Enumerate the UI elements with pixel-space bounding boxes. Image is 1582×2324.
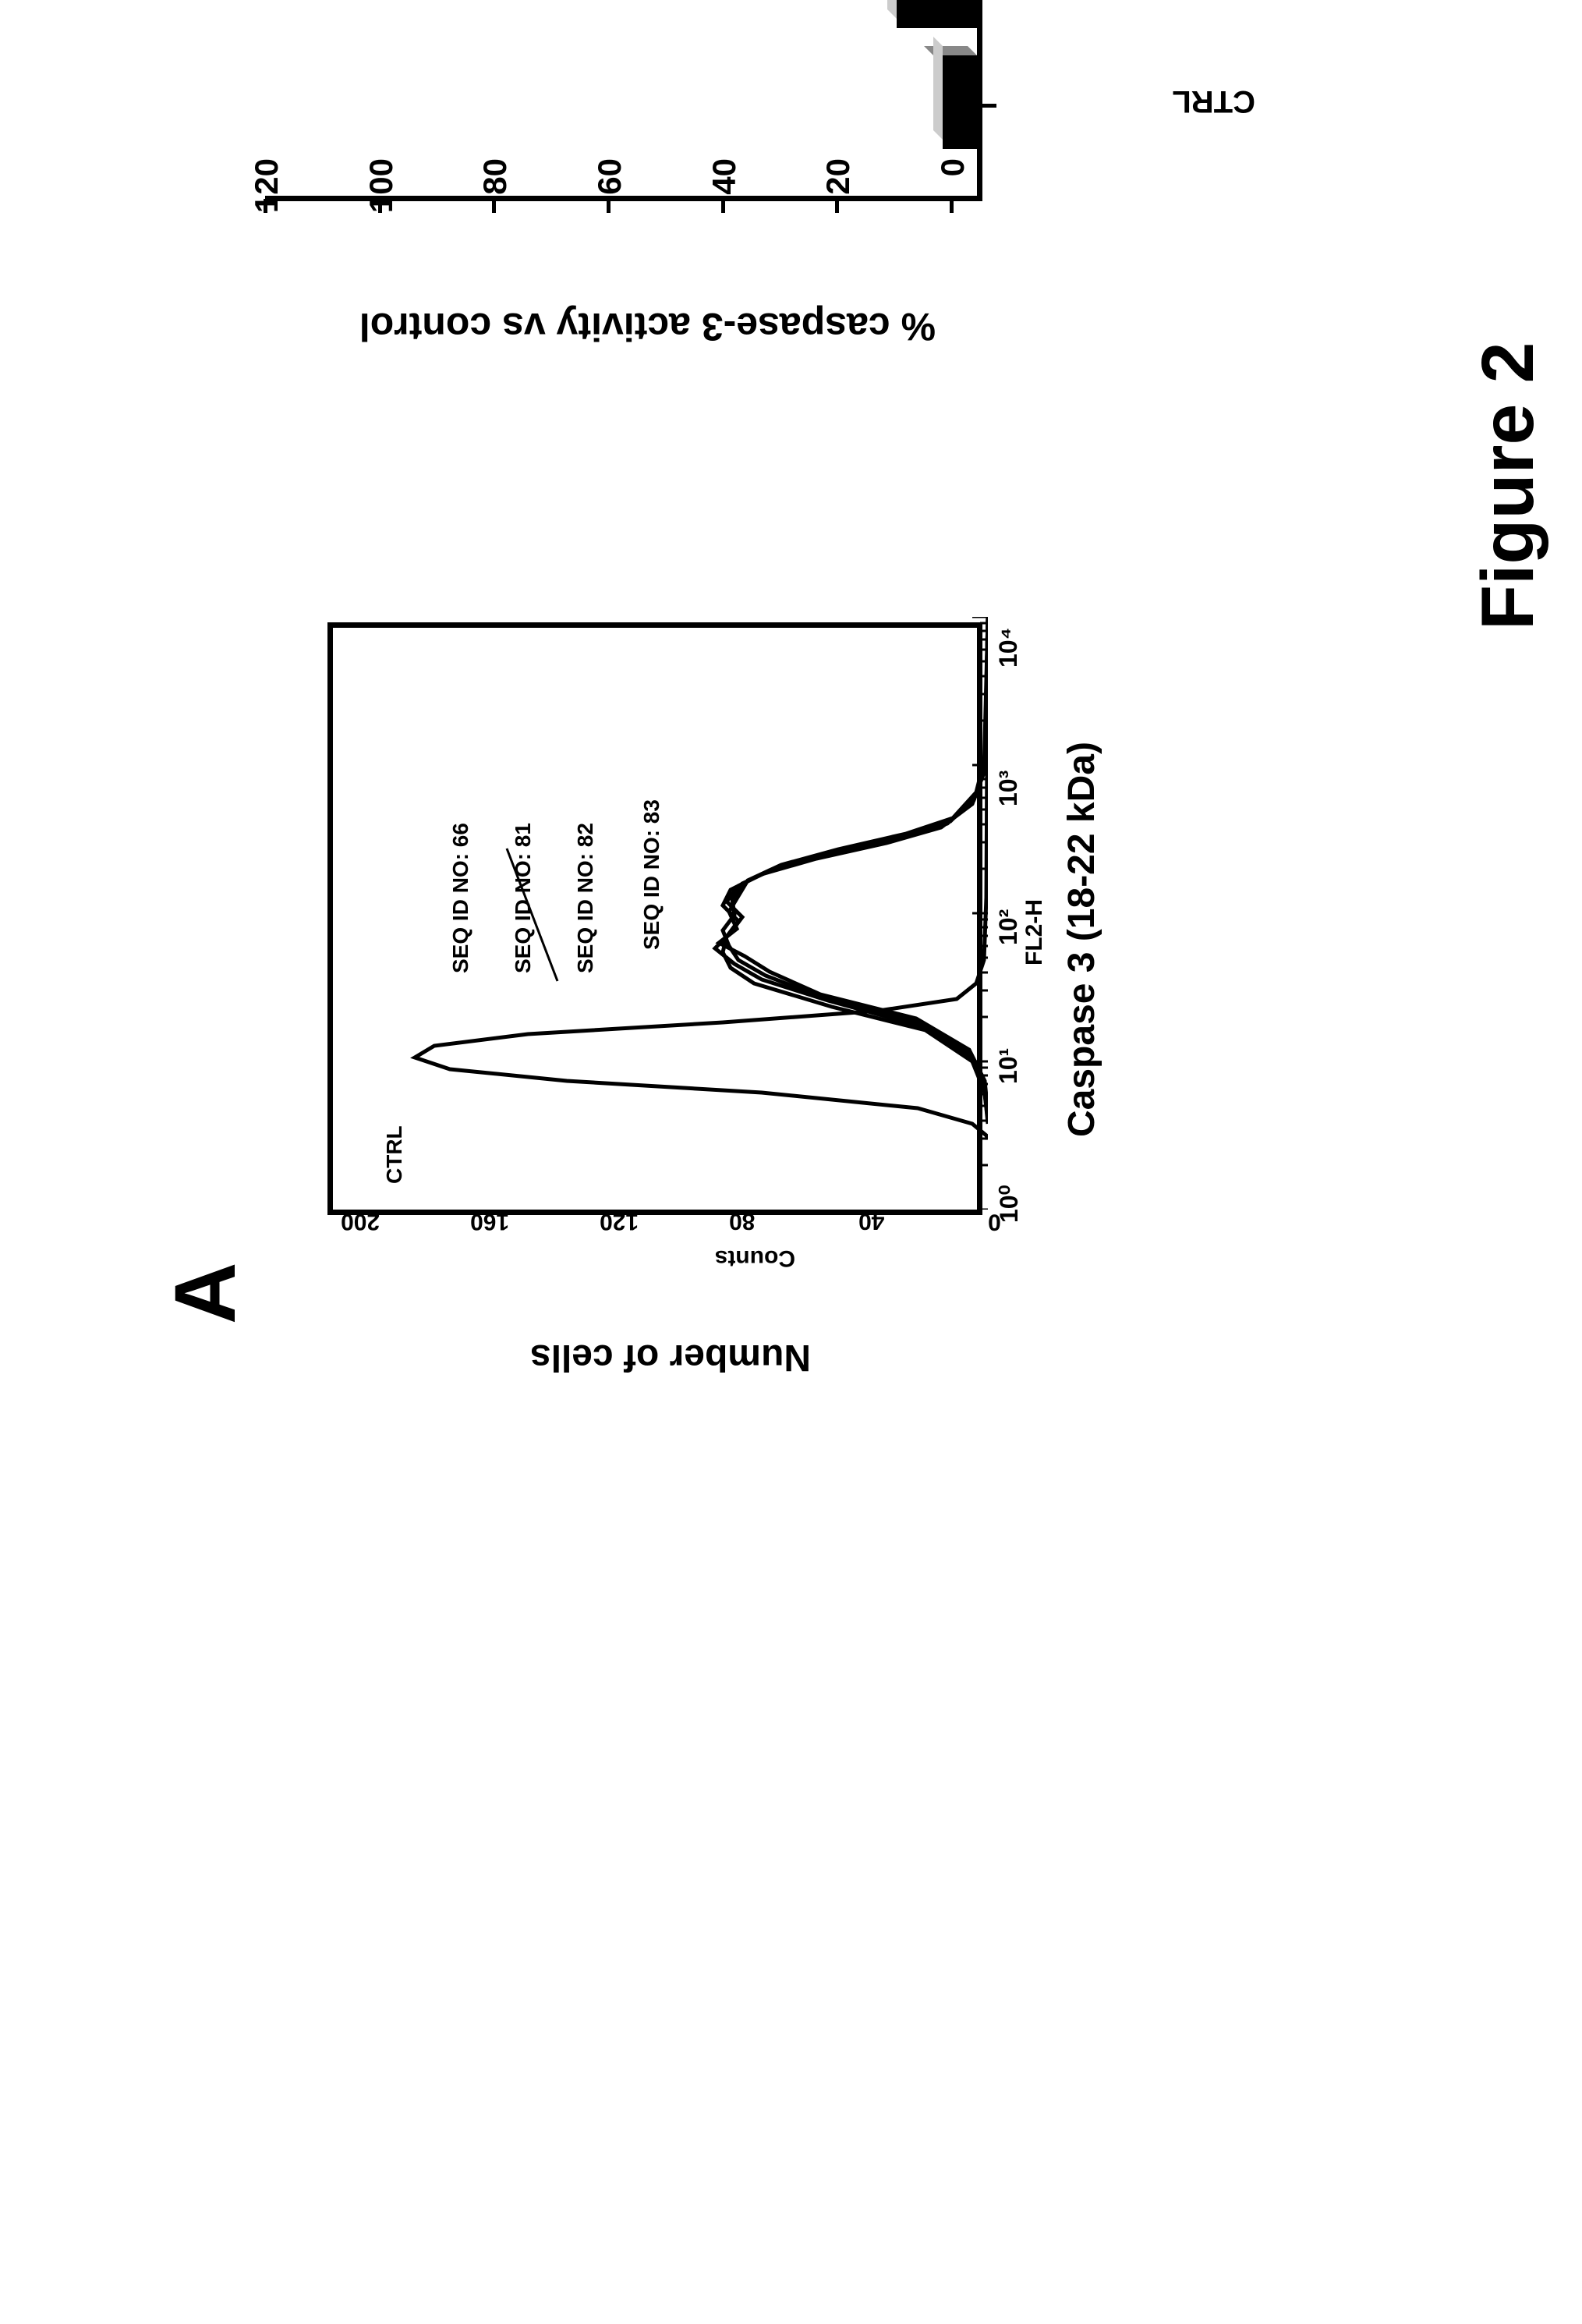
panel-a-y-axis-label: Number of cells — [530, 1336, 811, 1379]
panel-a-xtick: 10⁴ — [994, 628, 1023, 668]
page-wrapper: A B Figure 2 Number of cells Counts 0 40… — [0, 0, 1582, 1582]
panel-a-xtick: 10³ — [994, 771, 1023, 806]
panel-b-xtick-mark — [982, 104, 996, 108]
panel-b-y-axis-label: % caspase-3 activity vs control — [359, 304, 936, 349]
bar-chart-plot-area — [265, 0, 982, 201]
bar-seq-id-no-67 — [897, 0, 977, 28]
figure-caption: Figure 2 — [1466, 342, 1551, 630]
panel-a-xtick: 10¹ — [994, 1048, 1023, 1084]
panel-a-xtick: 10² — [994, 909, 1023, 945]
panel-b-barchart: % caspase-3 activity vs control 02040608… — [234, 0, 1403, 373]
panel-a-fl2h-label: FL2-H — [1021, 899, 1048, 965]
label-pointer-lines — [327, 622, 982, 1215]
panel-a-histogram: Number of cells Counts 0 40 80 120 160 2… — [234, 607, 1170, 1387]
panel-a-x-axis-label: Caspase 3 (18-22 kDa) — [1060, 742, 1103, 1137]
panel-b-xlabel: CTRL — [1172, 83, 1255, 119]
bar-ctrl — [943, 55, 977, 149]
panel-a-xtick: 10⁰ — [994, 1185, 1024, 1223]
panel-a-counts-label: Counts — [715, 1245, 795, 1271]
